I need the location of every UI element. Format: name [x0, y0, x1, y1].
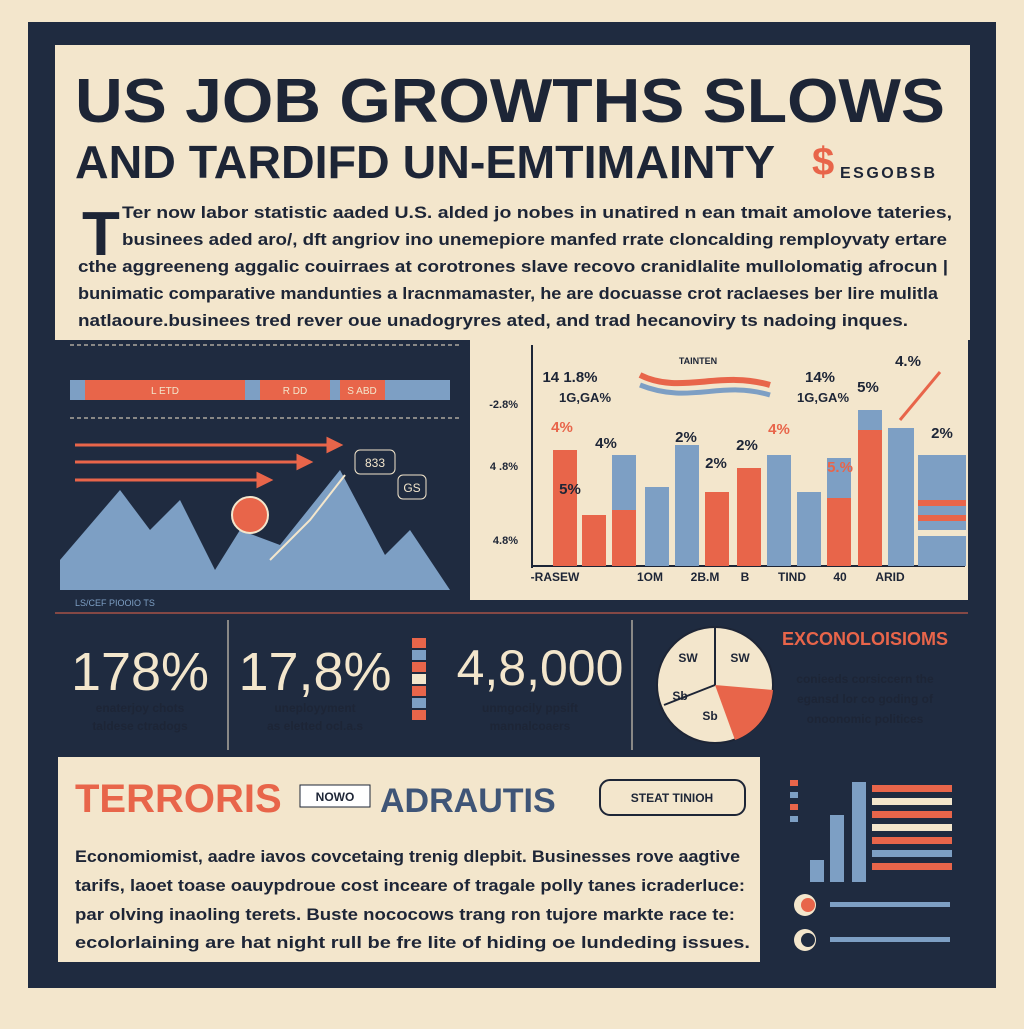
title-panel [55, 45, 970, 340]
trend [269, 474, 346, 561]
footer: Economiomist, aadre iavos covcetaing tre… [75, 847, 750, 952]
note: 4.% [895, 353, 921, 370]
note: 4% [595, 435, 617, 452]
stat-caption: as eletted ocl.a.s [267, 719, 363, 733]
sidebar-line: egansd lor co goding of [797, 692, 934, 706]
stack-icon [412, 638, 426, 720]
pie-label: Sb [702, 709, 717, 723]
note: 2% [705, 455, 727, 472]
note: 14% [805, 369, 835, 386]
pie-label: Sb [672, 689, 687, 703]
intro: Ter now labor statistic aaded U.S. alded… [78, 203, 952, 330]
category: 40 [833, 570, 847, 584]
arrow [898, 371, 942, 421]
chart-footer: LS/CEF PIOOIO TS [75, 598, 155, 608]
bubble-label: 833 [365, 456, 385, 470]
banner-right: ADRAUTIS [380, 782, 556, 820]
bars [553, 410, 966, 566]
coin [231, 496, 269, 534]
intro-line: bunimatic comparative mandunties a lracn… [78, 284, 939, 303]
area-decoration [60, 470, 450, 590]
tag-label: NOWO [316, 790, 355, 804]
tag [299, 784, 371, 808]
button-box[interactable] [599, 779, 746, 816]
note: 14 1.8% [542, 369, 597, 386]
stat-value: 4,8,000 [457, 640, 624, 696]
footer-panel [58, 832, 760, 962]
bar-notes: 14 1.8% 1G,GA% TAINTEN 14% 1G,GA% 4.% 4%… [542, 353, 952, 498]
axis-label: 4.8% [493, 535, 518, 547]
sidebar-title: EXCONOLOISIOMS [782, 629, 948, 649]
banner-left: TERRORIS [75, 777, 282, 821]
footer-line: ecolorlaining are hat night rull be fre … [75, 933, 750, 952]
category: -RASEW [531, 570, 580, 584]
category: TIND [778, 570, 806, 584]
mini-chart [790, 780, 952, 951]
categories: -RASEW 1OM 2B.M B TIND 40 ARID [531, 570, 905, 584]
intro-line: businees aded aro/, dft angriov ino unem… [122, 230, 947, 249]
title: US JOB GROWTHS SLOWS [75, 67, 945, 136]
bubble [354, 449, 396, 475]
stat-caption: taldese ctradogs [92, 719, 188, 733]
category: ARID [875, 570, 905, 584]
button[interactable]: STEAT TINIOH [599, 779, 746, 816]
stat-value: 17,8% [238, 642, 391, 702]
stripe [85, 380, 245, 400]
button-label[interactable]: STEAT TINIOH [631, 791, 713, 805]
pie: SW SW Sb Sb [656, 626, 774, 744]
title-code: ESGOBSB [840, 165, 935, 182]
sidebar-line: conieeds corsiccern the [796, 672, 934, 686]
bar-chart: -2.8% 4 .8% 4.8% 14 1.8% 1G,GA% TAINTEN … [489, 345, 966, 584]
drop-cap: T [82, 200, 120, 269]
stripe [260, 380, 330, 400]
stat-caption: mannalcoaers [490, 719, 571, 733]
note: 5.% [827, 459, 853, 476]
note: 5% [559, 481, 581, 498]
axis-label: 4 .8% [490, 461, 518, 473]
sidebar-line: onoonomic politices [807, 712, 924, 726]
note: 2% [736, 437, 758, 454]
note: 2% [931, 425, 953, 442]
intro-line: cthe aggreeneng aggalic couirraes at cor… [78, 257, 948, 276]
footer-line: tarifs, laoet toase oauypdroue cost ince… [75, 876, 745, 895]
pie-label: SW [678, 651, 698, 665]
stat-caption: uneployyment [274, 701, 355, 715]
arrows [75, 436, 344, 489]
title-mark: $ [812, 140, 834, 184]
stat-caption: unmgocily ppsift [482, 701, 578, 715]
stats: 178% enaterjoy chots taldese ctradogs 17… [71, 638, 623, 733]
category: 2B.M [691, 570, 720, 584]
pie-label: SW [730, 651, 750, 665]
category: 1OM [637, 570, 663, 584]
ribbon [639, 382, 771, 398]
bubble [397, 474, 427, 500]
axis-label: -2.8% [489, 399, 518, 411]
category: B [741, 570, 750, 584]
note: 4% [768, 421, 790, 438]
stripe-label: R DD [283, 386, 307, 397]
left-chart: L ETD R DD S ABD 833 GS LS/CEF PIOOIO TS [60, 344, 460, 608]
note: TAINTEN [679, 356, 717, 366]
footer-line: Economiomist, aadre iavos covcetaing tre… [75, 847, 740, 866]
note: 4% [551, 419, 573, 436]
title: AND TARDIFD UN-EMTIMAINTY [75, 136, 775, 188]
note: 2% [675, 429, 697, 446]
ribbon [638, 372, 771, 388]
stripe-label: S ABD [347, 386, 376, 397]
bubble-label: GS [403, 481, 420, 495]
note: 5% [857, 379, 879, 396]
intro-line: Ter now labor statistic aaded U.S. alded… [122, 203, 952, 222]
stat-value: 178% [71, 642, 209, 702]
stat-caption: enaterjoy chots [96, 701, 185, 715]
note: 1G,GA% [559, 390, 611, 405]
stripe [340, 380, 385, 400]
footer-line: par olving inaoling terets. Buste nococo… [75, 905, 735, 924]
stripe-label: L ETD [151, 386, 179, 397]
intro-line: natlaoure.businees tred rever oue unadog… [78, 311, 908, 330]
note: 1G,GA% [797, 390, 849, 405]
